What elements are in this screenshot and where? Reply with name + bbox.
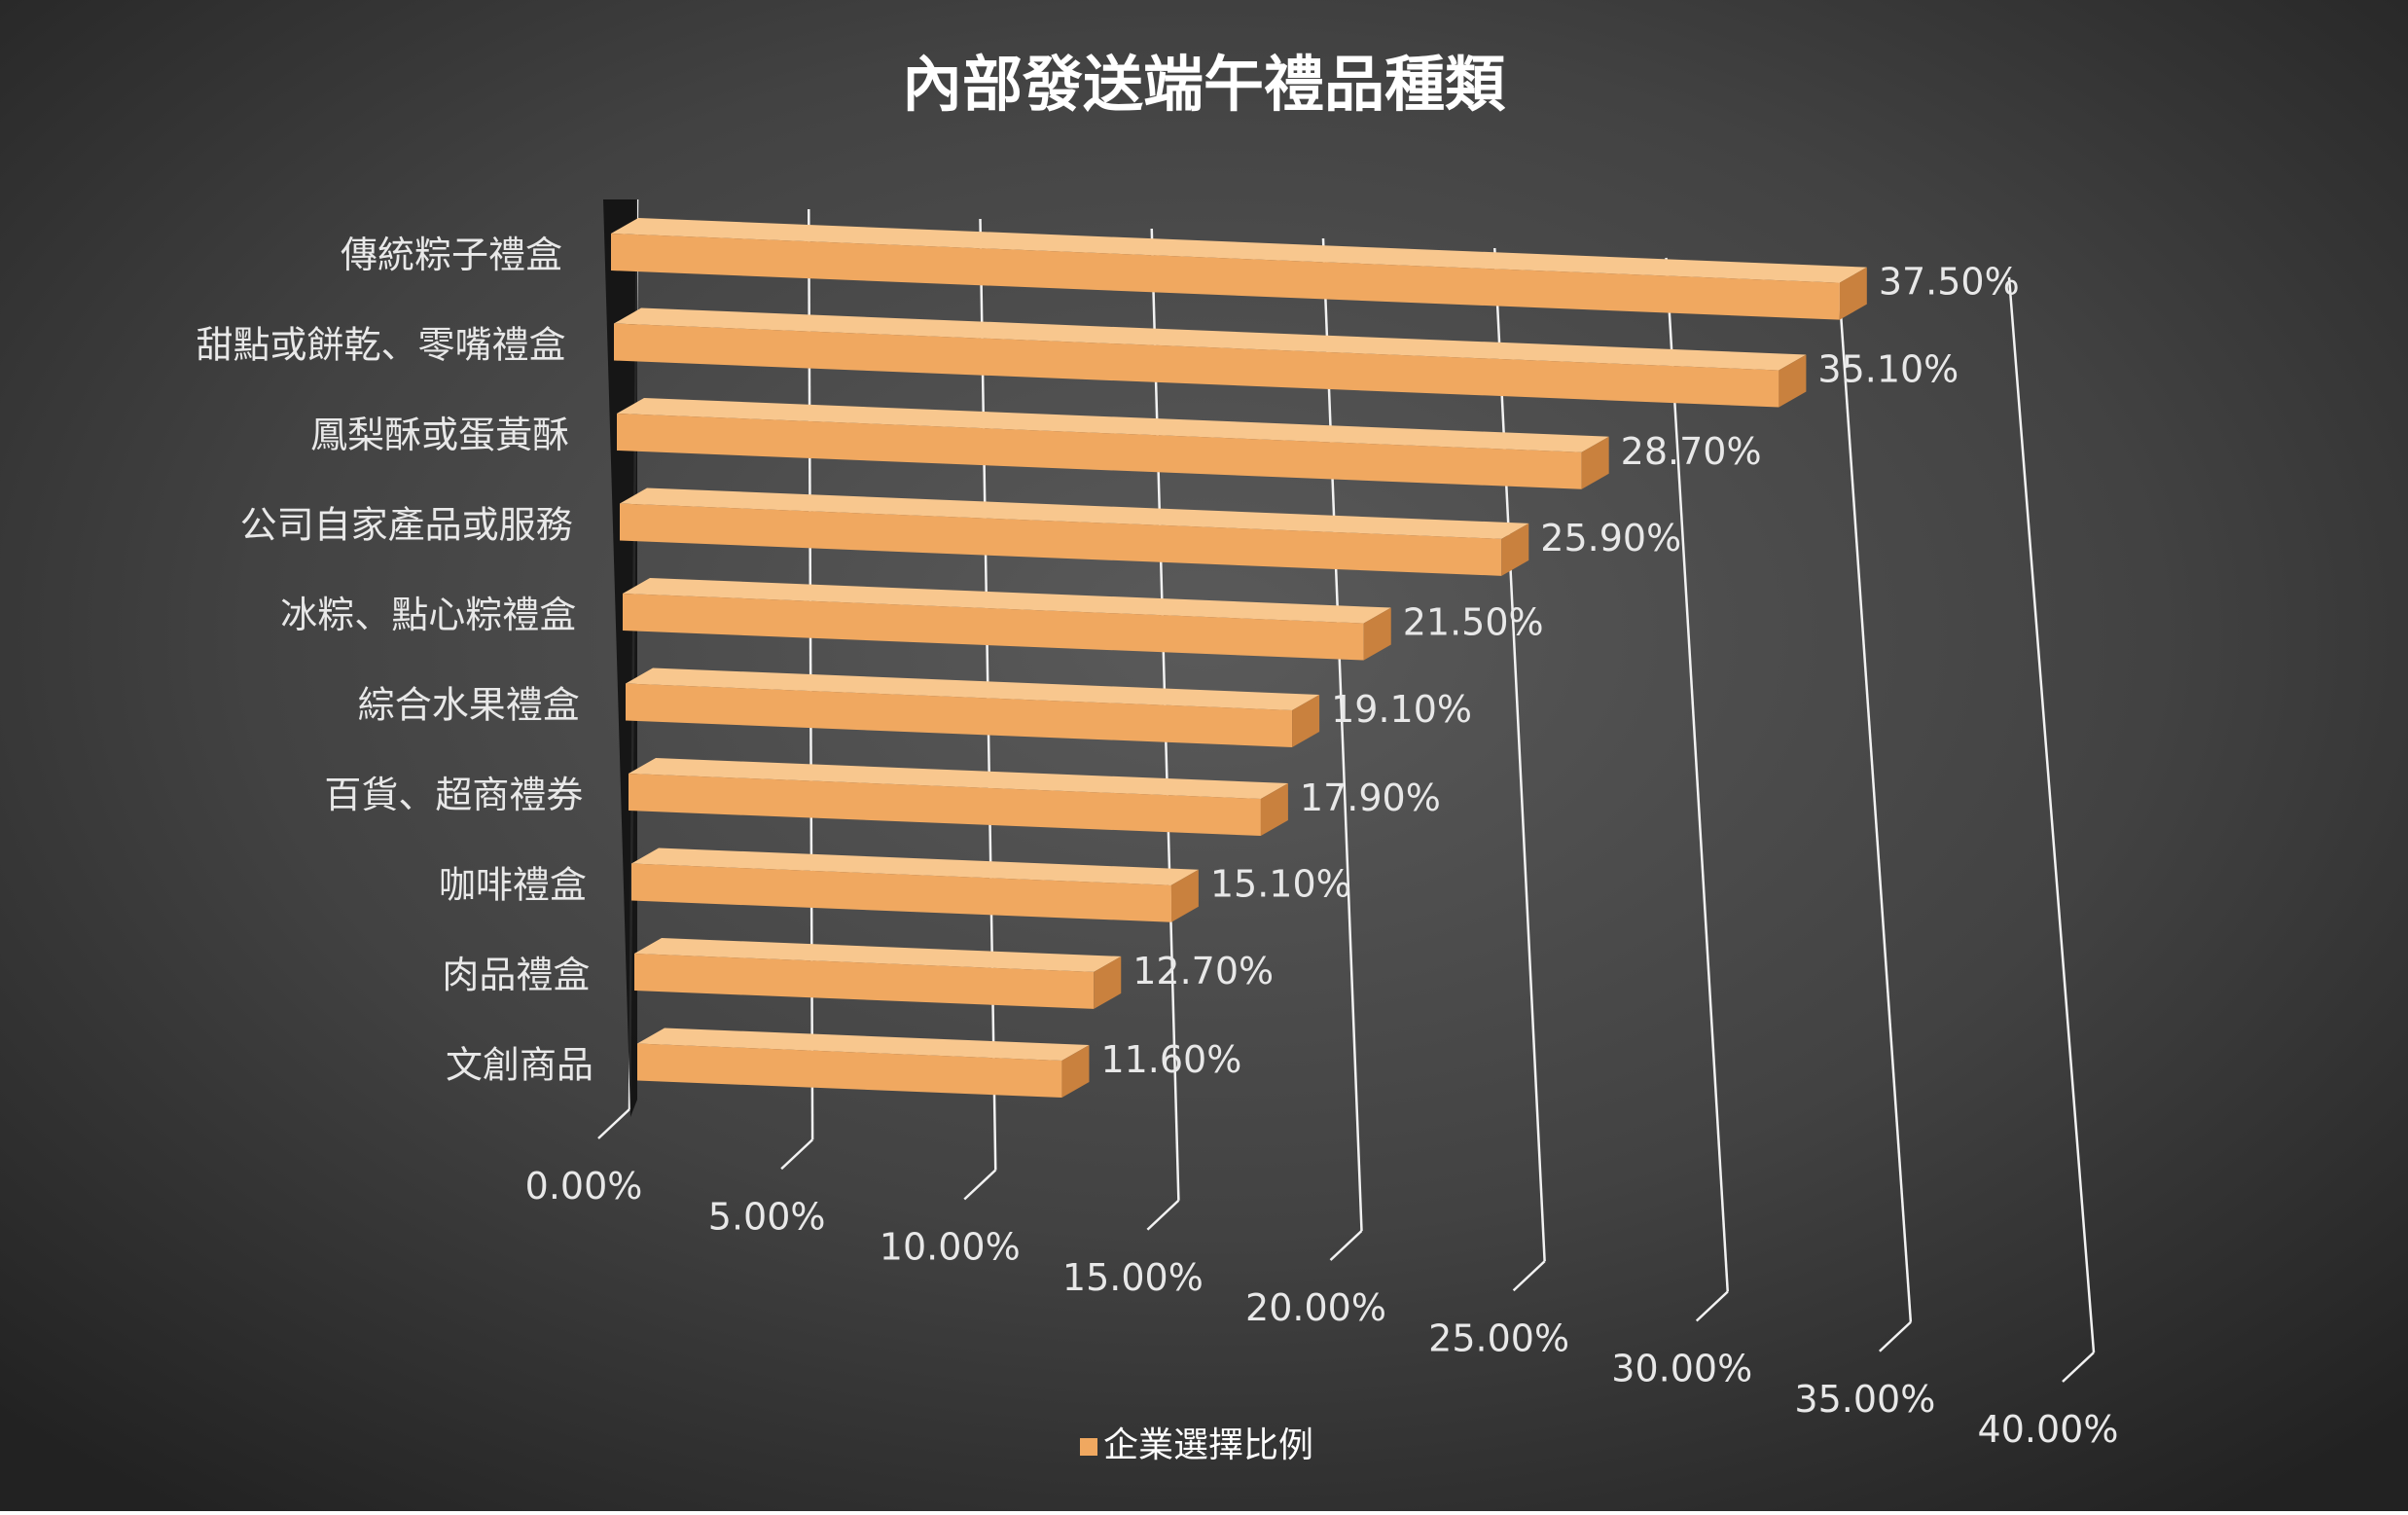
bar-top-face [626,667,1320,710]
category-label: 冰粽、點心粽禮盒 [280,594,576,636]
value-label: 12.70% [1132,950,1274,992]
bar-top-face [620,487,1529,539]
bar-side-face [1260,783,1288,837]
tick-mark [963,1169,997,1201]
bar-top-face [623,578,1391,624]
bar-side-face [1501,523,1529,576]
tick-label: 40.00% [1978,1408,2119,1451]
bar-layer [611,218,1867,1098]
bar-top-face [637,1028,1090,1061]
category-label: 肉品禮盒 [442,954,590,996]
bar-side-face [1094,956,1122,1009]
bar [617,414,1582,489]
tick-label: 20.00% [1245,1286,1386,1329]
tick-mark [1695,1290,1729,1322]
bar [614,323,1779,408]
tick-mark [1879,1320,1912,1353]
tick-mark [597,1108,630,1139]
category-label: 鳳梨酥或蛋黃酥 [310,414,569,456]
category-label: 文創商品 [446,1044,593,1087]
bar-side-face [1581,436,1609,489]
bar [623,594,1364,661]
value-label: 25.90% [1540,517,1681,559]
gridline [1665,257,1729,1292]
bar-side-face [1779,354,1807,408]
gridline [2007,276,2096,1353]
legend: 企業選擇比例 [1080,1425,1313,1465]
category-label: 綜合水果禮盒 [358,684,580,727]
bar-top-face [614,307,1807,371]
tick-mark [780,1138,813,1171]
value-label: 19.10% [1331,688,1472,731]
chart-title: 內部發送端午禮品種類 [902,49,1506,120]
value-label: 28.70% [1621,430,1762,473]
bar [631,863,1171,922]
legend-swatch [1080,1438,1097,1456]
value-label: 11.60% [1100,1038,1241,1081]
tick-label: 0.00% [525,1165,643,1208]
tick-label: 35.00% [1794,1378,1935,1421]
bar [629,774,1261,837]
tick-mark [2062,1352,2095,1383]
value-label: 35.10% [1817,348,1959,391]
category-label: 百貨、超商禮券 [324,774,583,816]
tick-mark [1512,1260,1546,1292]
bar-side-face [1292,694,1320,747]
value-label-layer: 37.50% 35.10% 28.70% 25.90% 21.50% 19.10% 17.9… [1100,261,2019,1081]
tick-mark [1329,1230,1363,1261]
bar-top-face [617,398,1609,452]
legend-label: 企業選擇比例 [1103,1425,1313,1465]
value-label: 17.90% [1300,776,1441,819]
bar-top-face [611,218,1867,283]
bar-top-face [629,758,1288,800]
tick-label: 25.00% [1428,1317,1569,1359]
bar [634,954,1095,1009]
category-label: 公司自家產品或服務 [240,504,573,547]
bar [626,683,1293,747]
bar-top-face [634,938,1122,972]
bar-side-face [1170,869,1199,922]
bar-side-face [1363,607,1391,661]
tick-mark [1146,1199,1180,1231]
value-label: 37.50% [1879,261,2020,304]
tick-label-layer: 0.00% 5.00% 10.00% 15.00% 20.00% 25.00% 30.00%… [525,1165,2119,1451]
category-label: 甜點或餅乾、零嘴禮盒 [197,324,566,367]
value-label: 15.10% [1210,863,1351,906]
value-label: 21.50% [1403,601,1544,644]
tick-label: 30.00% [1611,1348,1752,1390]
tick-label: 5.00% [708,1195,826,1238]
category-label: 傳統粽子禮盒 [341,234,562,276]
bar-side-face [1839,267,1867,320]
bar-side-face [1061,1044,1090,1098]
gridline [1321,237,1363,1232]
gridline [1493,247,1546,1262]
category-label: 咖啡禮盒 [439,864,587,907]
tick-label: 15.00% [1062,1256,1204,1299]
tick-label: 10.00% [880,1226,1021,1269]
bar [637,1043,1062,1098]
bar-top-face [631,848,1199,885]
gridline [1836,267,1913,1322]
category-label-layer: 傳統粽子禮盒甜點或餅乾、零嘴禮盒鳳梨酥或蛋黃酥公司自家產品或服務冰粽、點心粽禮盒… [197,234,593,1087]
bar [611,234,1840,320]
bar [620,503,1502,576]
